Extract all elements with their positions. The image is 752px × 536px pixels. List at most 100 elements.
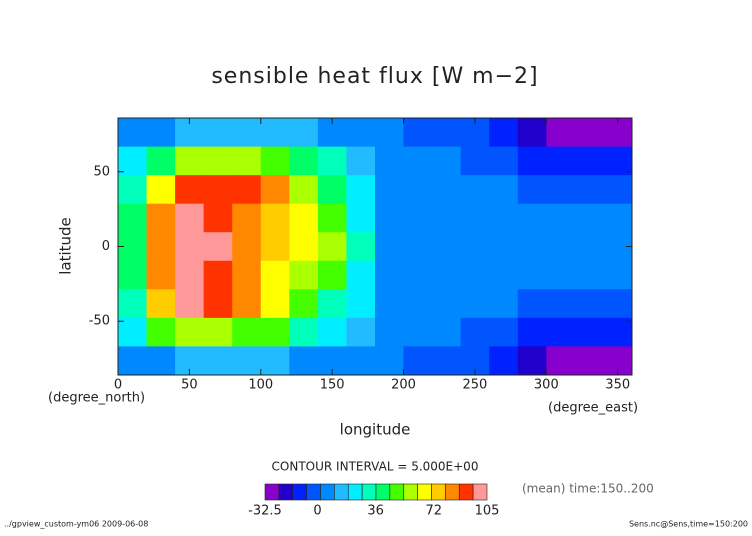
cell <box>289 203 319 233</box>
cell <box>403 346 433 376</box>
cell <box>546 203 576 233</box>
cell <box>289 346 319 376</box>
cell <box>317 317 347 347</box>
cell <box>574 232 604 262</box>
cell <box>346 118 376 148</box>
cell <box>232 346 262 376</box>
cell <box>232 317 262 347</box>
cell <box>546 289 576 319</box>
x-tick-label: 300 <box>534 378 559 393</box>
x-tick-label: 100 <box>248 378 273 393</box>
cell <box>146 260 176 290</box>
cell <box>175 289 205 319</box>
cell <box>460 317 490 347</box>
cell <box>574 203 604 233</box>
y-tick-label: 50 <box>93 164 110 179</box>
cell <box>118 317 148 347</box>
cell <box>118 118 148 148</box>
cell <box>346 317 376 347</box>
colorbar-box <box>458 483 474 501</box>
cell <box>260 317 290 347</box>
cell <box>260 289 290 319</box>
cell <box>146 346 176 376</box>
x-tick-label: 50 <box>181 378 198 393</box>
cell <box>260 346 290 376</box>
cell <box>346 289 376 319</box>
cell <box>175 317 205 347</box>
cell <box>574 260 604 290</box>
x-units: (degree_east) <box>548 401 638 416</box>
cell <box>432 232 462 262</box>
cell <box>432 175 462 205</box>
cell <box>489 260 519 290</box>
cell <box>603 317 633 347</box>
cell <box>403 118 433 148</box>
colorbar-box <box>320 483 335 501</box>
cell <box>232 118 262 148</box>
cell <box>260 118 290 148</box>
cell <box>517 203 547 233</box>
cell <box>232 289 262 319</box>
cell <box>203 175 233 205</box>
cell <box>489 203 519 233</box>
cell <box>489 118 519 148</box>
cell <box>203 203 233 233</box>
cell <box>346 232 376 262</box>
y-tick-label: 0 <box>102 239 110 254</box>
cell <box>489 175 519 205</box>
cell <box>432 118 462 148</box>
colorbar-box <box>334 483 349 501</box>
y-tick-label: -50 <box>89 314 110 329</box>
cell <box>317 260 347 290</box>
cell <box>546 346 576 376</box>
cell <box>432 317 462 347</box>
cell <box>603 289 633 319</box>
cell <box>232 146 262 176</box>
cell <box>203 317 233 347</box>
cell <box>574 118 604 148</box>
cell <box>260 232 290 262</box>
cell <box>118 346 148 376</box>
cell <box>432 203 462 233</box>
cell <box>203 260 233 290</box>
cell <box>517 146 547 176</box>
cell <box>175 175 205 205</box>
cell <box>317 203 347 233</box>
cell <box>489 146 519 176</box>
cell <box>175 232 205 262</box>
cell <box>432 289 462 319</box>
cell <box>346 260 376 290</box>
cell <box>403 146 433 176</box>
cell <box>574 175 604 205</box>
cell <box>489 317 519 347</box>
chart-title: sensible heat flux [W m−2] <box>211 64 538 89</box>
cell <box>546 232 576 262</box>
cell <box>346 203 376 233</box>
cell <box>289 175 319 205</box>
cell <box>460 203 490 233</box>
cell <box>375 260 405 290</box>
cell <box>546 317 576 347</box>
cell <box>146 146 176 176</box>
colorbar-box <box>403 483 418 501</box>
cell <box>260 260 290 290</box>
cell <box>375 118 405 148</box>
cell <box>432 260 462 290</box>
cell <box>432 146 462 176</box>
cell <box>375 146 405 176</box>
cell <box>546 146 576 176</box>
cell <box>203 289 233 319</box>
cell <box>603 146 633 176</box>
cell <box>346 175 376 205</box>
x-tick-label: 0 <box>114 378 122 393</box>
cell <box>289 289 319 319</box>
cell <box>375 317 405 347</box>
time-note: (mean) time:150..200 <box>522 482 654 496</box>
cell <box>403 289 433 319</box>
contour-interval: CONTOUR INTERVAL = 5.000E+00 <box>272 460 479 474</box>
cell <box>289 118 319 148</box>
footer-right: Sens.nc@Sens,time=150:200 <box>629 520 748 529</box>
cell <box>175 203 205 233</box>
cell <box>517 289 547 319</box>
y-axis-label: latitude <box>57 217 75 275</box>
